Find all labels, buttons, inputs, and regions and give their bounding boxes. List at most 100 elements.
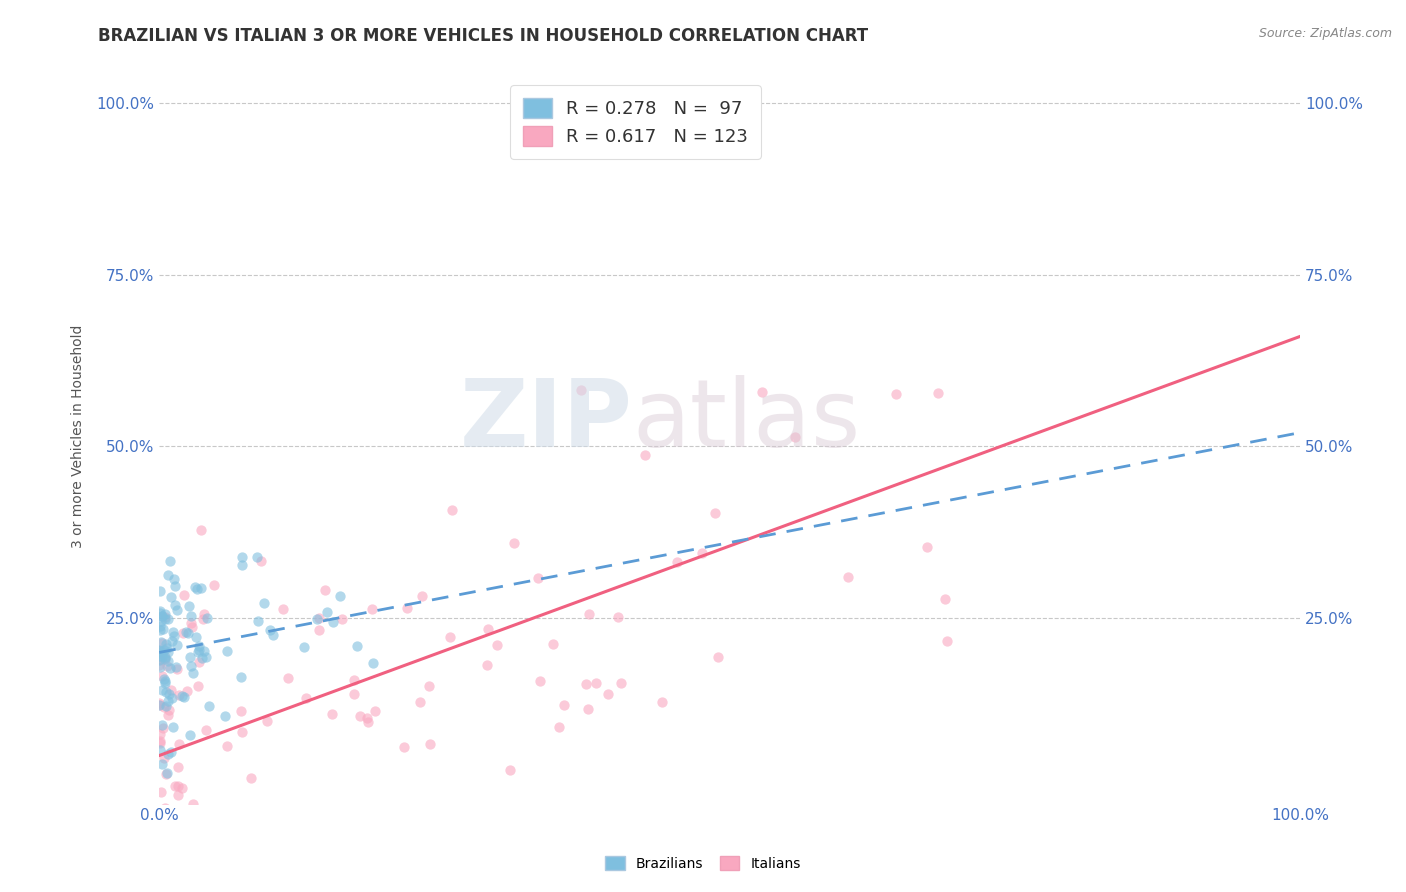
Point [159,554,181,568]
Point [477,657,499,672]
Point [184,827,207,841]
Point [153,652,176,666]
Point [322,615,344,630]
Point [180,616,202,631]
Point [553,698,575,712]
Point [180,838,202,852]
Point [277,671,299,685]
Point [211,837,233,851]
Point [166,603,188,617]
Point [256,714,278,728]
Point [284,838,307,852]
Point [529,673,551,688]
Point [167,779,190,793]
Point [917,541,939,555]
Point [651,695,673,709]
Point [157,612,180,626]
Point [634,449,657,463]
Point [576,702,599,716]
Point [163,629,186,643]
Point [156,645,179,659]
Point [231,550,253,565]
Point [160,634,183,648]
Point [156,658,179,673]
Point [418,679,440,693]
Point [229,704,252,718]
Point [155,699,177,714]
Point [150,648,173,662]
Point [162,625,184,640]
Point [409,695,432,709]
Point [179,599,201,614]
Point [148,838,170,852]
Point [153,673,176,688]
Legend: R = 0.278   N =  97, R = 0.617   N = 123: R = 0.278 N = 97, R = 0.617 N = 123 [510,85,761,159]
Point [314,583,336,598]
Point [149,645,172,659]
Point [179,728,201,742]
Point [181,666,204,681]
Y-axis label: 3 or more Vehicles in Household: 3 or more Vehicles in Household [72,325,86,548]
Point [159,831,181,846]
Point [191,612,214,626]
Point [150,838,173,852]
Point [167,759,190,773]
Point [927,385,949,400]
Point [197,698,219,713]
Point [177,626,200,640]
Point [155,609,177,624]
Point [187,655,209,669]
Point [155,650,177,665]
Point [193,607,215,621]
Point [170,838,193,852]
Point [149,619,172,633]
Point [184,580,207,594]
Point [441,503,464,517]
Point [585,676,607,690]
Point [343,673,366,687]
Point [527,571,550,585]
Point [246,549,269,564]
Point [166,663,188,677]
Point [148,653,170,667]
Point [157,703,180,717]
Point [548,720,571,734]
Point [157,568,180,582]
Point [217,644,239,658]
Point [181,620,204,634]
Point [181,797,204,811]
Point [392,739,415,754]
Point [172,626,194,640]
Point [163,598,186,612]
Point [308,611,330,625]
Point [229,670,252,684]
Point [271,804,294,818]
Point [148,697,170,711]
Point [148,658,170,673]
Point [411,589,433,603]
Point [934,592,956,607]
Point [202,577,225,591]
Point [198,838,221,852]
Point [308,623,330,637]
Point [186,631,208,645]
Point [153,611,176,625]
Point [690,546,713,560]
Point [165,660,187,674]
Point [259,624,281,638]
Point [193,643,215,657]
Point [166,638,188,652]
Point [596,687,619,701]
Point [707,649,730,664]
Point [155,637,177,651]
Point [578,607,600,621]
Point [186,582,208,596]
Point [153,672,176,686]
Point [152,643,174,657]
Point [321,706,343,721]
Point [349,709,371,723]
Point [173,588,195,602]
Point [666,555,689,569]
Point [148,643,170,657]
Point [191,651,214,665]
